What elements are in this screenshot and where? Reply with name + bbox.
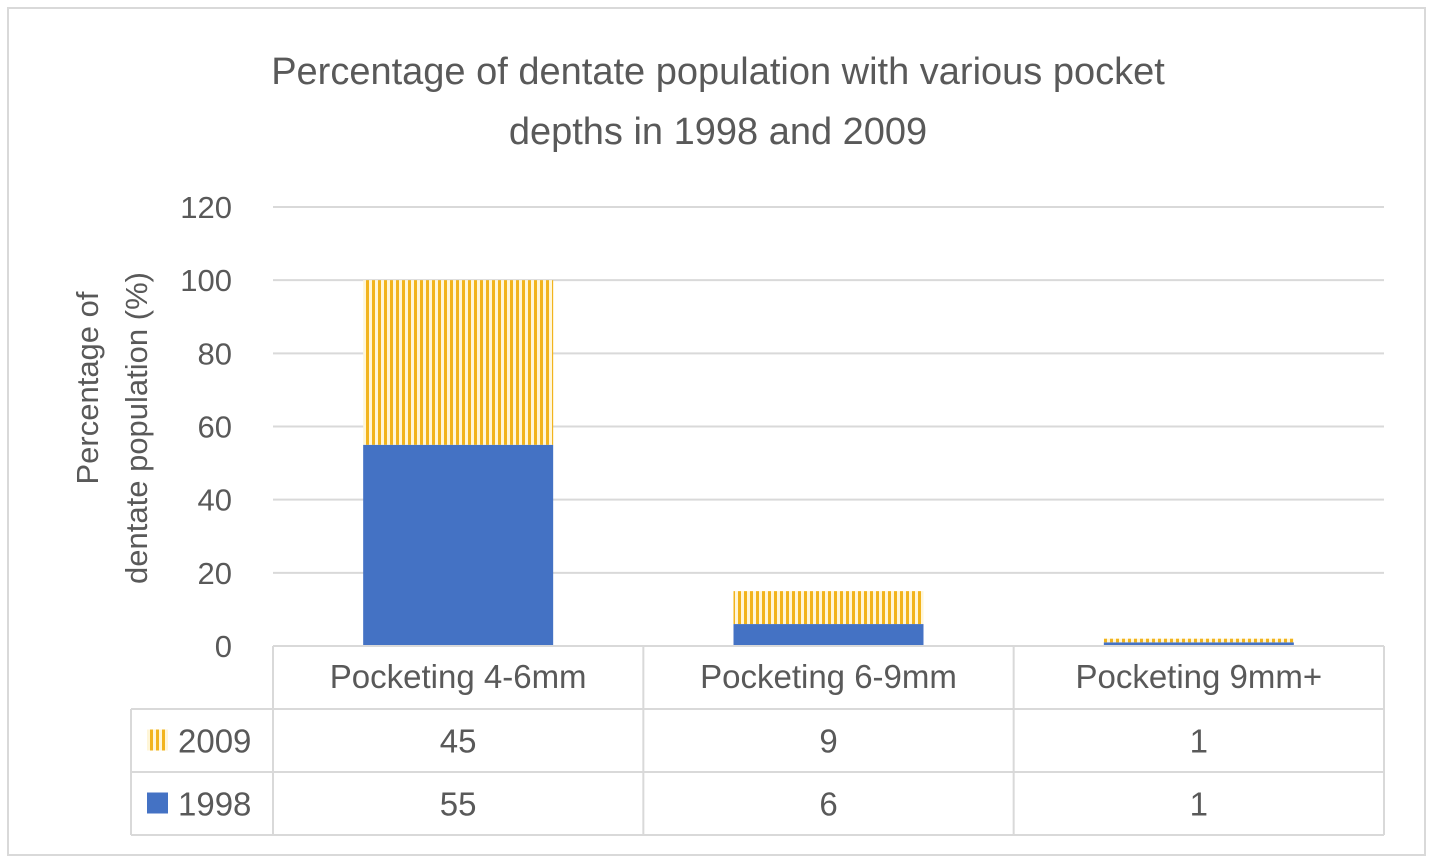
bar-1998-1	[363, 444, 554, 646]
table-value: 6	[819, 786, 837, 823]
chart-title-line-2: depths in 1998 and 2009	[509, 111, 927, 153]
table-value: 45	[440, 723, 477, 760]
y-axis-label-line-2: dentate population (%)	[119, 272, 154, 584]
y-tick-label: 0	[215, 629, 232, 664]
y-tick-label: 120	[180, 190, 232, 225]
legend-label-1998: 1998	[178, 786, 251, 823]
y-tick-label: 40	[198, 483, 232, 518]
bar-2009-3	[1103, 638, 1294, 643]
legend-swatch-2009	[147, 729, 168, 751]
y-tick-label: 60	[198, 410, 232, 445]
y-axis-label-line-1: Percentage of	[70, 291, 105, 484]
x-category-label: Pocketing 9mm+	[1075, 658, 1322, 695]
y-tick-label: 100	[180, 263, 232, 298]
y-tick-label: 80	[198, 336, 232, 371]
table-value: 1	[1190, 723, 1208, 760]
table-value: 9	[819, 723, 837, 760]
chart-title-line-1: Percentage of dentate population with va…	[271, 51, 1165, 93]
x-category-label: Pocketing 4-6mm	[330, 658, 587, 695]
x-category-label: Pocketing 6-9mm	[700, 658, 957, 695]
y-axis-ticks: 0 20 40 60 80 100 120	[180, 190, 232, 664]
legend-label-2009: 2009	[178, 723, 251, 760]
table-value: 55	[440, 786, 477, 823]
bar-2009-1	[363, 280, 554, 445]
bar-2009-2	[733, 591, 924, 625]
bar-1998-2	[733, 624, 924, 646]
y-tick-label: 20	[198, 556, 232, 591]
chart-frame	[7, 7, 1426, 856]
bar-1998-3	[1103, 642, 1294, 646]
bars	[363, 280, 1294, 646]
table-value: 1	[1190, 786, 1208, 823]
legend-swatch-1998	[147, 792, 168, 814]
data-table: Pocketing 4-6mm Pocketing 6-9mm Pocketing …	[130, 645, 1385, 836]
